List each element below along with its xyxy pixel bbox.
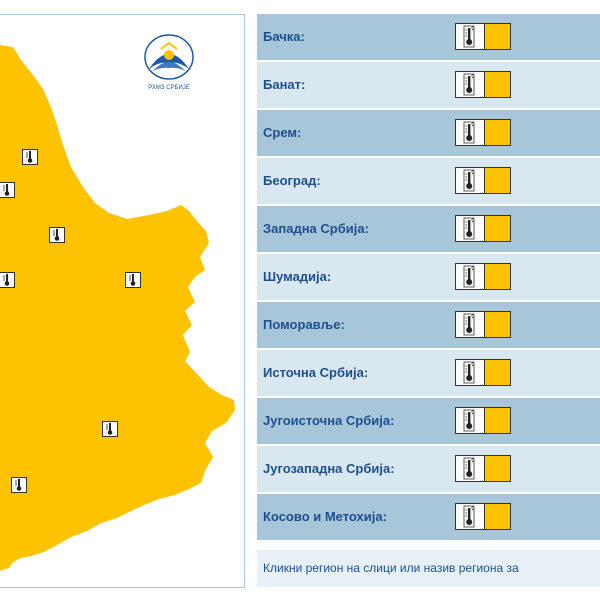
thermometer-icon: [463, 73, 475, 96]
thermometer-icon-cell: [456, 24, 485, 49]
thermometer-icon: [463, 361, 475, 384]
region-warning-table: Бачка: Банат: Срем: Београд: Западна Србија:…: [257, 14, 600, 587]
region-row[interactable]: Југоисточна Србија:: [257, 398, 600, 444]
region-row[interactable]: Косово и Метохија:: [257, 494, 600, 540]
warning-indicator[interactable]: [455, 311, 511, 338]
thermometer-icon-cell: [456, 120, 485, 145]
thermometer-icon-cell: [456, 168, 485, 193]
region-row[interactable]: Западна Србија:: [257, 206, 600, 252]
region-name[interactable]: Бачка:: [263, 29, 305, 44]
map-marker-5[interactable]: [125, 272, 141, 288]
warning-level-swatch: [485, 264, 510, 289]
region-row[interactable]: Банат:: [257, 62, 600, 108]
thermometer-icon: [463, 313, 475, 336]
thermometer-icon-cell: [456, 216, 485, 241]
map-marker-1[interactable]: [22, 149, 38, 165]
serbia-region-shape[interactable]: [0, 45, 235, 571]
thermometer-icon-cell: [456, 504, 485, 529]
thermometer-icon-cell: [456, 408, 485, 433]
warning-indicator[interactable]: [455, 215, 511, 242]
region-row[interactable]: Срем:: [257, 110, 600, 156]
warning-level-swatch: [485, 120, 510, 145]
thermometer-icon-cell: [456, 456, 485, 481]
region-name[interactable]: Шумадија:: [263, 269, 332, 284]
region-row[interactable]: Југозападна Србија:: [257, 446, 600, 492]
serbia-map[interactable]: [0, 15, 244, 587]
warning-level-swatch: [485, 504, 510, 529]
warning-indicator[interactable]: [455, 263, 511, 290]
thermometer-icon: [3, 274, 10, 286]
thermometer-icon: [15, 479, 22, 491]
logo-text: РХМЗ СРБИЈЕ: [148, 85, 190, 91]
warning-map-panel: РХМЗ СРБИЈЕ: [0, 14, 245, 588]
warning-indicator[interactable]: [455, 359, 511, 386]
region-name[interactable]: Косово и Метохија:: [263, 509, 387, 524]
region-name[interactable]: Југоисточна Србија:: [263, 413, 395, 428]
warning-indicator[interactable]: [455, 167, 511, 194]
region-row[interactable]: Шумадија:: [257, 254, 600, 300]
region-name[interactable]: Срем:: [263, 125, 302, 140]
thermometer-icon-cell: [456, 360, 485, 385]
thermometer-icon: [463, 25, 475, 48]
thermometer-icon: [463, 121, 475, 144]
warning-indicator[interactable]: [455, 71, 511, 98]
hint-text: Кликни регион на слици или назив региона…: [263, 561, 519, 575]
thermometer-icon-cell: [456, 312, 485, 337]
region-name[interactable]: Југозападна Србија:: [263, 461, 395, 476]
thermometer-icon: [463, 217, 475, 240]
region-name[interactable]: Београд:: [263, 173, 321, 188]
region-row[interactable]: Источна Србија:: [257, 350, 600, 396]
region-name[interactable]: Западна Србија:: [263, 221, 369, 236]
thermometer-icon-cell: [456, 264, 485, 289]
warning-level-swatch: [485, 24, 510, 49]
warning-level-swatch: [485, 408, 510, 433]
warning-level-swatch: [485, 216, 510, 241]
thermometer-icon: [463, 505, 475, 528]
warning-level-swatch: [485, 456, 510, 481]
thermometer-icon: [129, 274, 136, 286]
map-marker-3[interactable]: [49, 227, 65, 243]
map-marker-6[interactable]: [102, 421, 118, 437]
hint-row: Кликни регион на слици или назив региона…: [257, 550, 600, 587]
thermometer-icon: [463, 265, 475, 288]
warning-level-swatch: [485, 312, 510, 337]
thermometer-icon: [106, 423, 113, 435]
map-marker-2[interactable]: [0, 182, 15, 198]
warning-indicator[interactable]: [455, 407, 511, 434]
warning-indicator[interactable]: [455, 23, 511, 50]
warning-indicator[interactable]: [455, 455, 511, 482]
thermometer-icon: [463, 457, 475, 480]
region-row[interactable]: Бачка:: [257, 14, 600, 60]
map-marker-7[interactable]: [11, 477, 27, 493]
region-name[interactable]: Банат:: [263, 77, 306, 92]
map-marker-4[interactable]: [0, 272, 15, 288]
rhmz-logo: РХМЗ СРБИЈЕ: [143, 31, 195, 93]
region-name[interactable]: Источна Србија:: [263, 365, 369, 380]
warning-level-swatch: [485, 168, 510, 193]
thermometer-icon: [26, 151, 33, 163]
thermometer-icon: [463, 169, 475, 192]
warning-indicator[interactable]: [455, 119, 511, 146]
thermometer-icon-cell: [456, 72, 485, 97]
warning-indicator[interactable]: [455, 503, 511, 530]
thermometer-icon: [3, 184, 10, 196]
region-name[interactable]: Поморавље:: [263, 317, 345, 332]
thermometer-icon: [53, 229, 60, 241]
thermometer-icon: [463, 409, 475, 432]
region-row[interactable]: Београд:: [257, 158, 600, 204]
warning-level-swatch: [485, 72, 510, 97]
warning-level-swatch: [485, 360, 510, 385]
region-row[interactable]: Поморавље:: [257, 302, 600, 348]
